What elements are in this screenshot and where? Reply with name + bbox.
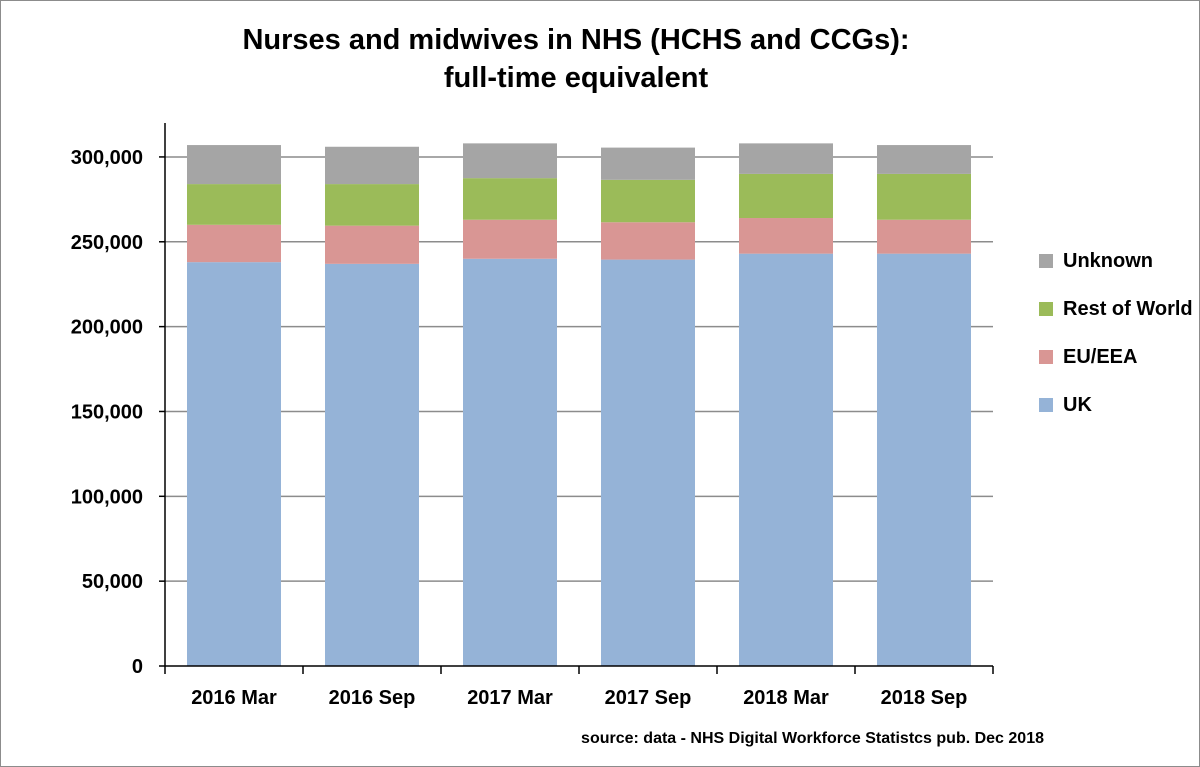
bar-segment [601, 147, 695, 180]
legend-label: UK [1063, 393, 1092, 416]
bar-segment [739, 253, 833, 667]
bar-segment [187, 145, 281, 185]
bar-segment [187, 224, 281, 263]
chart-subtitle: full-time equivalent [443, 62, 709, 94]
bar-segment [877, 219, 971, 254]
bar-segment [325, 225, 419, 264]
bar-segment [325, 263, 419, 666]
x-tick-label: 2016 Mar [191, 687, 277, 709]
bar-segment [463, 143, 557, 179]
x-tick-label: 2018 Sep [881, 687, 968, 709]
y-tick-label: 300,000 [71, 147, 143, 169]
chart-title: Nurses and midwives in NHS (HCHS and CCG… [242, 24, 910, 56]
y-tick-label: 0 [132, 656, 143, 678]
bar-segment [325, 184, 419, 226]
bar-segment [463, 258, 557, 666]
y-tick-label: 250,000 [71, 232, 143, 254]
legend-item: UK [1039, 381, 1193, 429]
x-tick-label: 2018 Mar [743, 687, 829, 709]
bar-segment [739, 143, 833, 174]
legend-item: Unknown [1039, 237, 1193, 285]
bar-segment [739, 218, 833, 254]
bar-segment [877, 145, 971, 174]
x-tick-label: 2017 Mar [467, 687, 553, 709]
x-tick-label: 2016 Sep [329, 687, 416, 709]
bar-segment [601, 222, 695, 260]
chart-legend: Unknown Rest of World EU/EEA UK [1039, 237, 1193, 429]
y-tick-label: 50,000 [82, 571, 143, 593]
bar-segment [463, 178, 557, 220]
bar-segment [463, 219, 557, 259]
bar-segment [325, 146, 419, 185]
legend-swatch [1039, 398, 1053, 412]
y-tick-label: 100,000 [71, 486, 143, 508]
bar-segment [601, 179, 695, 223]
bar-segment [187, 184, 281, 225]
legend-swatch [1039, 350, 1053, 364]
legend-label: EU/EEA [1063, 345, 1138, 368]
legend-label: Rest of World [1063, 297, 1193, 320]
bar-segment [601, 259, 695, 666]
y-tick-label: 150,000 [71, 401, 143, 423]
bar-segment [877, 253, 971, 667]
x-tick-label: 2017 Sep [605, 687, 692, 709]
legend-item: Rest of World [1039, 285, 1193, 333]
legend-swatch [1039, 302, 1053, 316]
bar-segment [739, 173, 833, 219]
bar-segment [187, 262, 281, 666]
legend-label: Unknown [1063, 249, 1153, 272]
legend-item: EU/EEA [1039, 333, 1193, 381]
bar-segment [877, 173, 971, 220]
source-note: source: data - NHS Digital Workforce Sta… [581, 730, 1044, 747]
legend-swatch [1039, 254, 1053, 268]
y-tick-label: 200,000 [71, 317, 143, 339]
